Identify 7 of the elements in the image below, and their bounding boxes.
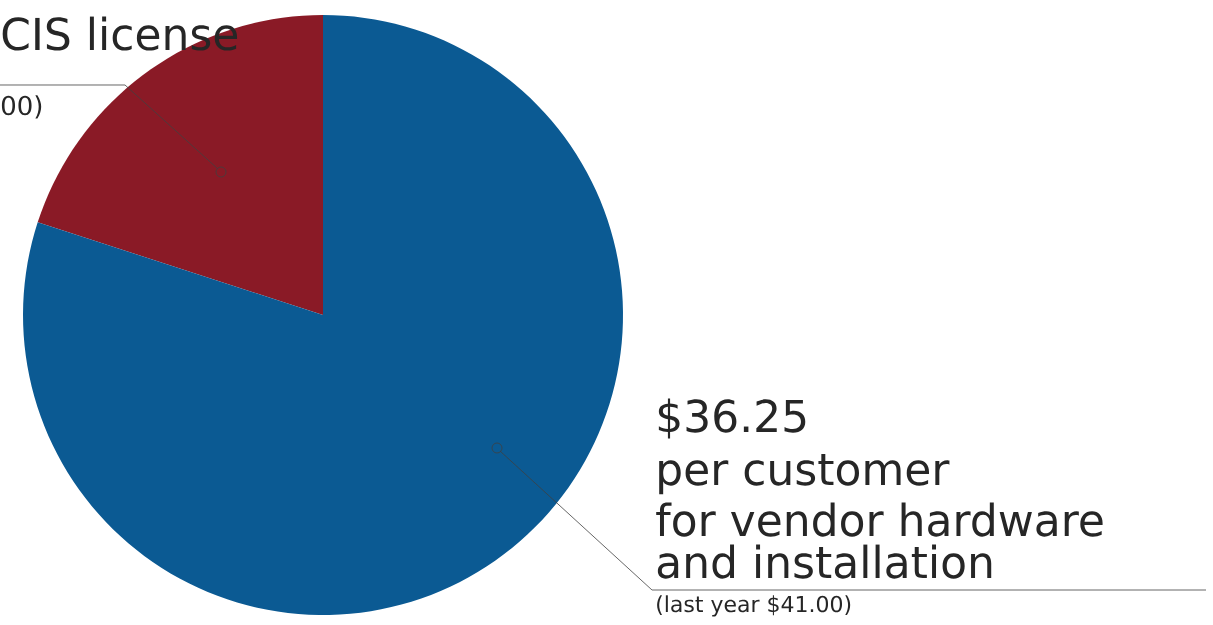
text: for vendor hardware: [656, 502, 1103, 537]
text: per customer: [659, 454, 950, 495]
text: 00): [1, 95, 42, 119]
slice-label: CIS license: [2, 16, 238, 51]
slice-label: $36.25: [658, 398, 806, 439]
text: and installation: [657, 544, 992, 579]
text: (last year $41.00): [657, 595, 851, 617]
